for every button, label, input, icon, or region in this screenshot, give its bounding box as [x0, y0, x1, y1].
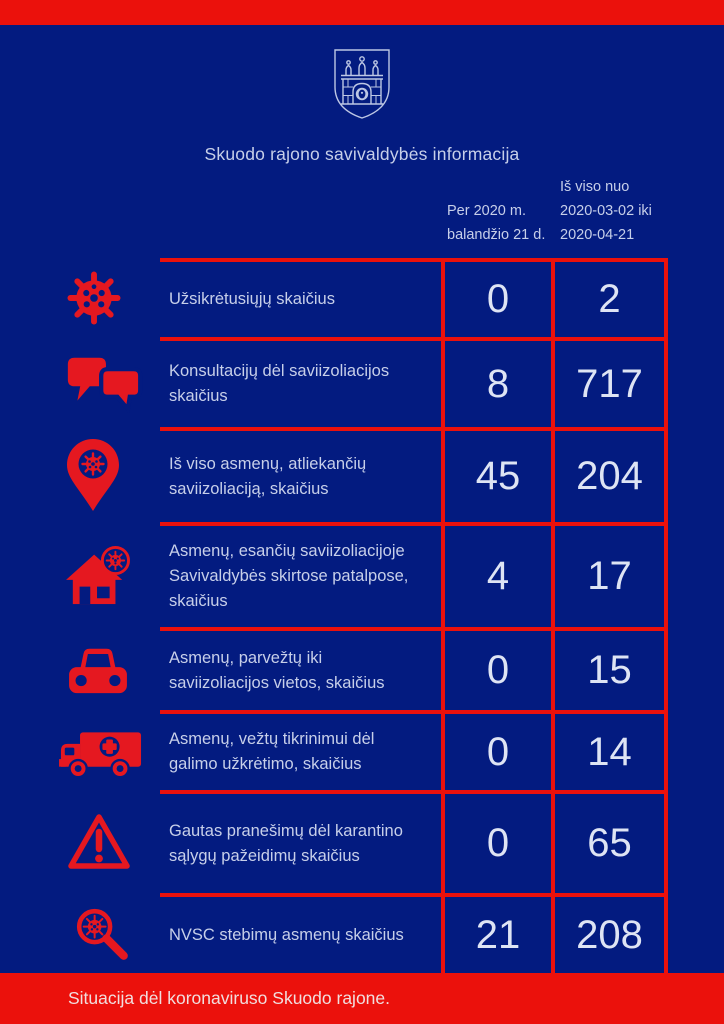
- row-icon-cell: [62, 710, 160, 790]
- chat-bubbles-icon: [65, 352, 145, 413]
- row-label: Užsikrėtusiųjų skaičius: [169, 290, 335, 309]
- row-value-total: 15: [555, 627, 668, 710]
- row-label: Asmenų, parvežtų iki saviizoliacijos vie…: [169, 648, 385, 692]
- row-label: Gautas pranešimų dėl karantino sąlygų pa…: [169, 821, 403, 865]
- row-icon-cell: [62, 893, 160, 973]
- row-label: Iš viso asmenų, atliekančių saviizoliaci…: [169, 454, 367, 498]
- row-label: Konsultacijų dėl saviizoliacijos skaičiu…: [169, 362, 390, 405]
- page-title: Skuodo rajono savivaldybės informacija: [204, 144, 520, 164]
- table-row: Konsultacijų dėl saviizoliacijos skaičiu…: [62, 337, 668, 427]
- row-value-period: 0: [445, 790, 555, 893]
- row-value-total: 717: [555, 337, 668, 427]
- row-label-cell: Konsultacijų dėl saviizoliacijos skaičiu…: [160, 337, 445, 427]
- row-icon-cell: [62, 790, 160, 893]
- top-accent-bar: [0, 0, 724, 25]
- row-label: Asmenų, vežtų tikrinimui dėl galimo užkr…: [169, 730, 375, 773]
- row-label-cell: Asmenų, parvežtų iki saviizoliacijos vie…: [160, 627, 445, 710]
- car-icon: [65, 642, 131, 696]
- row-label-cell: Asmenų, esančių saviizoliacijoje Savival…: [160, 522, 445, 627]
- footer-text: Situacija dėl koronaviruso Skuodo rajone…: [68, 988, 390, 1008]
- column-header-period: Per 2020 m. balandžio 21 d.: [447, 203, 546, 243]
- table-row: Gautas pranešimų dėl karantino sąlygų pa…: [62, 790, 668, 893]
- row-value-period: 45: [445, 427, 555, 522]
- warning-triangle-icon: [65, 811, 133, 873]
- location-pin-virus-icon: [65, 438, 121, 512]
- row-label-cell: NVSC stebimų asmenų skaičius: [160, 893, 445, 973]
- table-row: NVSC stebimų asmenų skaičius 21 208: [62, 893, 668, 973]
- row-value-total: 204: [555, 427, 668, 522]
- row-value-total: 2: [555, 258, 668, 337]
- ambulance-icon: [59, 720, 143, 781]
- row-value-period: 0: [445, 627, 555, 710]
- stats-table: Užsikrėtusiųjų skaičius 0 2 Konsultacijų…: [62, 258, 668, 973]
- row-icon-cell: [62, 258, 160, 337]
- row-value-total: 65: [555, 790, 668, 893]
- row-value-total: 14: [555, 710, 668, 790]
- row-value-total: 17: [555, 522, 668, 627]
- row-label-cell: Iš viso asmenų, atliekančių saviizoliaci…: [160, 427, 445, 522]
- row-value-period: 0: [445, 258, 555, 337]
- table-row: Asmenų, esančių saviizoliacijoje Savival…: [62, 522, 668, 627]
- shield-outline: [334, 49, 390, 119]
- row-icon-cell: [62, 337, 160, 427]
- row-value-total: 208: [555, 893, 668, 973]
- skuodas-coat-of-arms: [334, 49, 390, 119]
- magnifier-virus-icon: [71, 903, 131, 963]
- table-row: Asmenų, vežtų tikrinimui dėl galimo užkr…: [62, 710, 668, 790]
- row-icon-cell: [62, 627, 160, 710]
- column-header-total: Iš viso nuo 2020-03-02 iki 2020-04-21: [560, 179, 652, 243]
- virus-icon: [65, 269, 123, 327]
- footer-bar: Situacija dėl koronaviruso Skuodo rajone…: [0, 973, 724, 1024]
- table-row: Užsikrėtusiųjų skaičius 0 2: [62, 258, 668, 337]
- row-value-period: 21: [445, 893, 555, 973]
- row-value-period: 4: [445, 522, 555, 627]
- row-icon-cell: [62, 427, 160, 522]
- row-label: Asmenų, esančių saviizoliacijoje Savival…: [169, 542, 409, 610]
- house-virus-icon: [65, 544, 131, 606]
- row-value-period: 0: [445, 710, 555, 790]
- row-label-cell: Užsikrėtusiųjų skaičius: [160, 258, 445, 337]
- row-icon-cell: [62, 522, 160, 627]
- row-label-cell: Asmenų, vežtų tikrinimui dėl galimo užkr…: [160, 710, 445, 790]
- row-label-cell: Gautas pranešimų dėl karantino sąlygų pa…: [160, 790, 445, 893]
- row-label: NVSC stebimų asmenų skaičius: [169, 925, 404, 944]
- table-row: Iš viso asmenų, atliekančių saviizoliaci…: [62, 427, 668, 522]
- row-value-period: 8: [445, 337, 555, 427]
- table-row: Asmenų, parvežtų iki saviizoliacijos vie…: [62, 627, 668, 710]
